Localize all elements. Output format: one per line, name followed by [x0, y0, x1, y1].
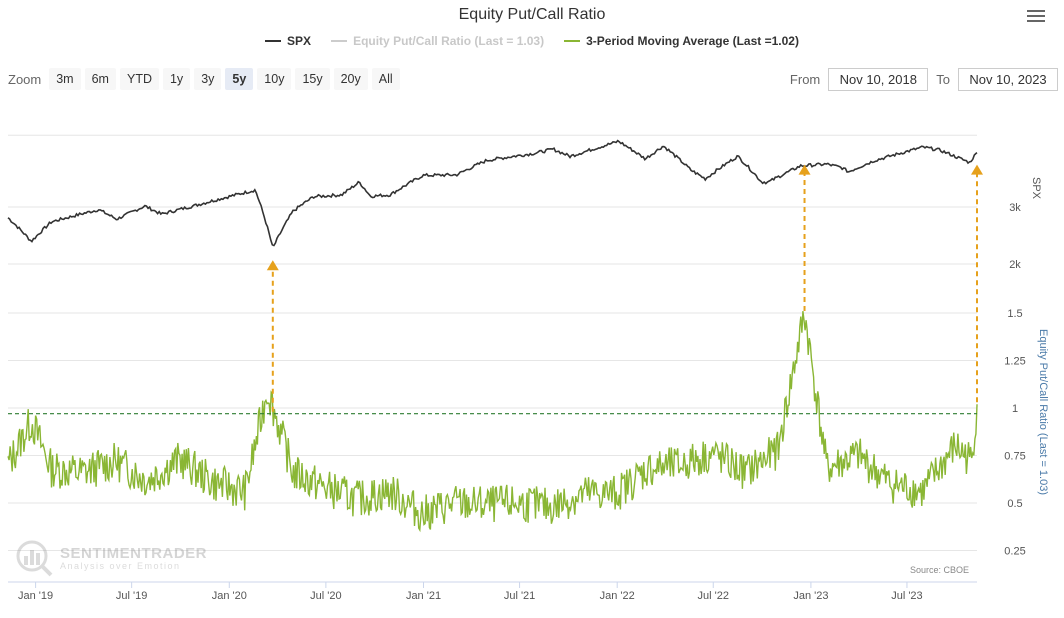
legend-label-spx: SPX [287, 34, 312, 48]
legend-item-spx[interactable]: SPX [265, 34, 311, 48]
range-to-input[interactable] [958, 68, 1058, 91]
legend-label-moving-average: 3-Period Moving Average (Last =1.02) [586, 34, 799, 48]
spx-axis-title: SPX [1030, 177, 1042, 200]
arrow-head [266, 260, 279, 271]
moving-average-series-line [7, 311, 978, 533]
ratio-tick-label: 0.75 [1004, 451, 1025, 463]
date-range-selector: From To [790, 68, 1058, 91]
watermark-name: SENTIMENTRADER [60, 544, 208, 562]
sentimentrader-logo-icon [16, 540, 53, 577]
range-from-label: From [789, 72, 821, 87]
range-to-label: To [936, 72, 950, 87]
zoom-10y-button[interactable]: 10y [257, 68, 292, 90]
arrow-head [798, 164, 811, 175]
chart-title: Equity Put/Call Ratio [458, 6, 606, 23]
legend-item-moving-average[interactable]: 3-Period Moving Average (Last =1.02) [564, 34, 799, 48]
zoom-1y-button[interactable]: 1y [162, 68, 191, 90]
zoom-3y-button[interactable]: 3y [194, 68, 222, 90]
arrow-head [971, 164, 983, 175]
legend-swatch-moving-average [564, 40, 581, 42]
x-tick-label: Jul '23 [891, 590, 922, 602]
legend-swatch-spx [265, 40, 282, 42]
legend-item-put-call-ratio[interactable]: Equity Put/Call Ratio (Last = 1.03) [331, 34, 544, 48]
chart-legend: SPX Equity Put/Call Ratio (Last = 1.03) … [0, 34, 1064, 48]
zoom-6m-button[interactable]: 6m [84, 68, 116, 90]
x-tick-label: Jan '23 [793, 590, 828, 602]
source-note: Source: CBOE [910, 565, 970, 575]
ratio-tick-label: 1.25 [1004, 356, 1025, 368]
ratio-tick-label: 0.25 [1004, 546, 1025, 558]
zoom-ytd-button[interactable]: YTD [119, 68, 159, 90]
ratio-tick-label: 1 [1012, 403, 1018, 415]
spx-series-line [7, 139, 978, 247]
x-tick-label: Jan '22 [600, 590, 635, 602]
x-tick-label: Jul '19 [116, 590, 147, 602]
x-tick-label: Jan '19 [18, 590, 53, 602]
x-tick-label: Jul '22 [698, 590, 729, 602]
zoom-5y-button[interactable]: 5y [225, 68, 254, 90]
ratio-tick-label: 0.5 [1007, 498, 1022, 510]
zoom-3m-button[interactable]: 3m [49, 68, 81, 90]
legend-label-put-call-ratio: Equity Put/Call Ratio (Last = 1.03) [353, 34, 545, 48]
hamburger-menu-icon[interactable] [1027, 10, 1045, 26]
spx-tick-label: 3k [1009, 202, 1021, 214]
legend-swatch-put-call-ratio [331, 40, 348, 42]
x-tick-label: Jan '20 [212, 590, 247, 602]
spx-tick-label: 2k [1009, 259, 1021, 271]
zoom-selector: Zoom 3m 6m YTD 1y 3y 5y 10y 15y 20y All [8, 68, 400, 90]
range-from-input[interactable] [828, 68, 929, 91]
zoom-all-button[interactable]: All [371, 68, 400, 90]
x-tick-label: Jan '21 [406, 590, 441, 602]
watermark-tagline: Analysis over Emotion [60, 560, 181, 571]
watermark: SENTIMENTRADER Analysis over Emotion [14, 538, 207, 578]
x-tick-label: Jul '20 [310, 590, 341, 602]
ratio-tick-label: 1.5 [1007, 308, 1022, 320]
x-tick-label: Jul '21 [504, 590, 535, 602]
zoom-15y-button[interactable]: 15y [295, 68, 330, 90]
ratio-axis-title: Equity Put/Call Ratio (Last = 1.03) [1037, 329, 1049, 495]
zoom-20y-button[interactable]: 20y [333, 68, 368, 90]
zoom-label: Zoom [8, 71, 42, 87]
